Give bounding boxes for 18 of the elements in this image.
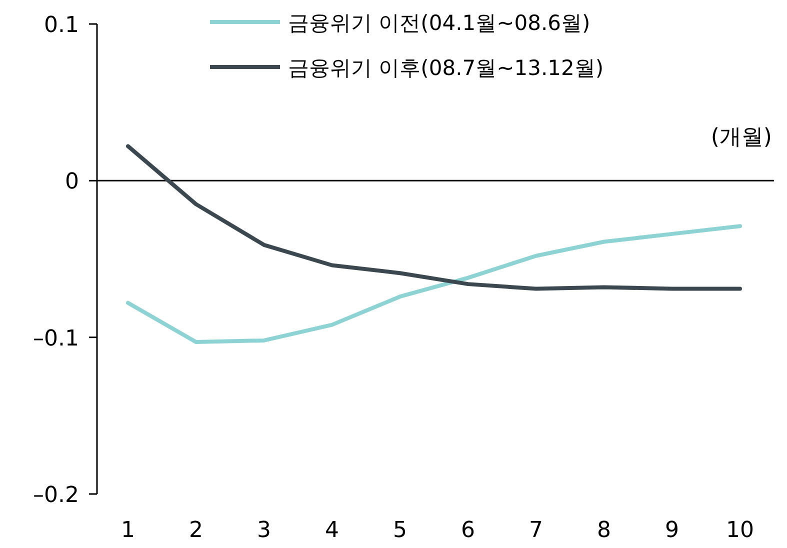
x-tick-label: 9 (665, 518, 679, 543)
x-tick-label: 8 (597, 518, 611, 543)
y-tick-label: –0.1 (33, 326, 79, 352)
x-tick-label: 5 (393, 518, 407, 543)
legend-label: 금융위기 이전(04.1월~08.6월) (288, 11, 590, 35)
x-tick-label: 6 (461, 518, 475, 543)
x-tick-label: 3 (257, 518, 271, 543)
legend-label: 금융위기 이후(08.7월~13.12월) (288, 56, 604, 80)
x-tick-label: 10 (726, 518, 754, 543)
x-tick-label: 4 (325, 518, 339, 543)
y-tick-label: 0.1 (44, 13, 79, 38)
x-tick-label: 7 (529, 518, 543, 543)
line-series (126, 224, 742, 344)
y-tick-label: –0.2 (33, 483, 79, 508)
x-tick-label: 2 (189, 518, 203, 543)
x-axis-title: (개월) (710, 125, 772, 150)
y-tick-label: 0 (65, 170, 79, 195)
x-tick-label: 1 (121, 518, 135, 543)
